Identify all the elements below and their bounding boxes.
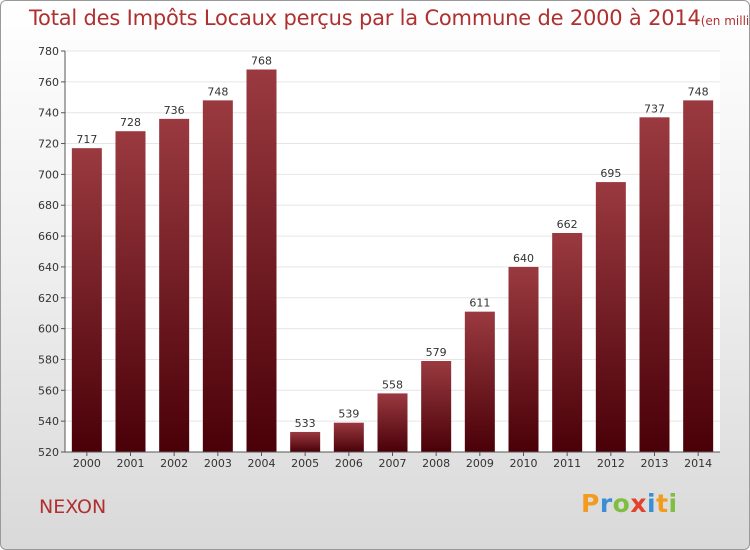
y-tick-label: 640 xyxy=(38,261,59,274)
y-tick-label: 780 xyxy=(38,45,59,58)
x-tick-label: 2006 xyxy=(335,457,363,470)
bar-2010 xyxy=(508,266,539,452)
x-tick-label: 2002 xyxy=(160,457,188,470)
bar-2007 xyxy=(377,393,408,452)
chart-title-text: Total des Impôts Locaux perçus par la Co… xyxy=(29,6,701,30)
x-tick-label: 2013 xyxy=(641,457,669,470)
bar-value-label: 611 xyxy=(469,297,490,310)
y-tick-label: 660 xyxy=(38,230,59,243)
bar-value-label: 736 xyxy=(164,104,185,117)
bar-2013 xyxy=(639,117,670,453)
chart-unit: (en milliers d'€) xyxy=(700,14,750,28)
y-tick-label: 680 xyxy=(38,199,59,212)
y-tick-label: 760 xyxy=(38,76,59,89)
y-tick-label: 740 xyxy=(38,107,59,120)
x-tick-label: 2012 xyxy=(597,457,625,470)
bar-value-label: 695 xyxy=(600,167,621,180)
bar-value-label: 737 xyxy=(644,102,665,115)
bar-2014 xyxy=(683,100,714,452)
logo-letter: i xyxy=(647,489,657,518)
bar-value-label: 662 xyxy=(557,218,578,231)
x-tick-label: 2005 xyxy=(291,457,319,470)
bar-2005 xyxy=(290,431,321,452)
x-tick-label: 2001 xyxy=(117,457,145,470)
logo-letter: r xyxy=(599,489,613,518)
bar-value-label: 748 xyxy=(207,85,228,98)
bar-2006 xyxy=(333,422,364,452)
logo-letter: t xyxy=(656,489,669,518)
y-tick-label: 600 xyxy=(38,323,59,336)
bar-2001 xyxy=(115,131,146,452)
bar-2008 xyxy=(421,361,452,452)
bar-value-label: 533 xyxy=(295,417,316,430)
x-tick-label: 2008 xyxy=(422,457,450,470)
bar-2000 xyxy=(71,148,102,452)
y-tick-label: 580 xyxy=(38,353,59,366)
commune-name: NEXON xyxy=(39,496,107,518)
y-tick-label: 720 xyxy=(38,138,59,151)
logo-letter: i xyxy=(668,489,678,518)
y-tick-label: 560 xyxy=(38,384,59,397)
bar-value-label: 558 xyxy=(382,378,403,391)
logo-letter: P xyxy=(581,489,600,518)
x-tick-label: 2003 xyxy=(204,457,232,470)
proxiti-logo[interactable]: Proxiti xyxy=(581,489,678,518)
chart-title: Total des Impôts Locaux perçus par la Co… xyxy=(29,6,750,30)
bar-value-label: 717 xyxy=(76,133,97,146)
bar-2009 xyxy=(464,311,495,452)
x-tick-label: 2011 xyxy=(553,457,581,470)
bar-2004 xyxy=(246,69,277,452)
x-tick-label: 2009 xyxy=(466,457,494,470)
x-tick-label: 2004 xyxy=(248,457,276,470)
bar-value-label: 768 xyxy=(251,55,272,68)
x-tick-label: 2010 xyxy=(510,457,538,470)
y-tick-label: 620 xyxy=(38,292,59,305)
bar-value-label: 748 xyxy=(688,85,709,98)
bar-2003 xyxy=(202,100,233,452)
bar-2002 xyxy=(159,118,190,452)
y-tick-label: 700 xyxy=(38,168,59,181)
bar-value-label: 579 xyxy=(426,346,447,359)
logo-letter: o xyxy=(612,489,631,518)
bar-2011 xyxy=(552,232,583,452)
y-tick-label: 540 xyxy=(38,415,59,428)
x-tick-label: 2007 xyxy=(379,457,407,470)
y-tick-label: 520 xyxy=(38,446,59,459)
bars: 717 728 736 748 768 533 539 558 579 611 640 662 695 7… xyxy=(71,55,714,453)
x-tick-label: 2000 xyxy=(73,457,101,470)
bar-value-label: 728 xyxy=(120,116,141,129)
bar-value-label: 640 xyxy=(513,252,534,265)
x-tick-label: 2014 xyxy=(684,457,712,470)
logo-letter: x xyxy=(630,489,647,518)
bar-value-label: 539 xyxy=(338,408,359,421)
bar-2012 xyxy=(595,182,626,452)
axes: 520 540 560 580 600 620 640 660 680 700 720 740 760 7… xyxy=(38,45,720,470)
